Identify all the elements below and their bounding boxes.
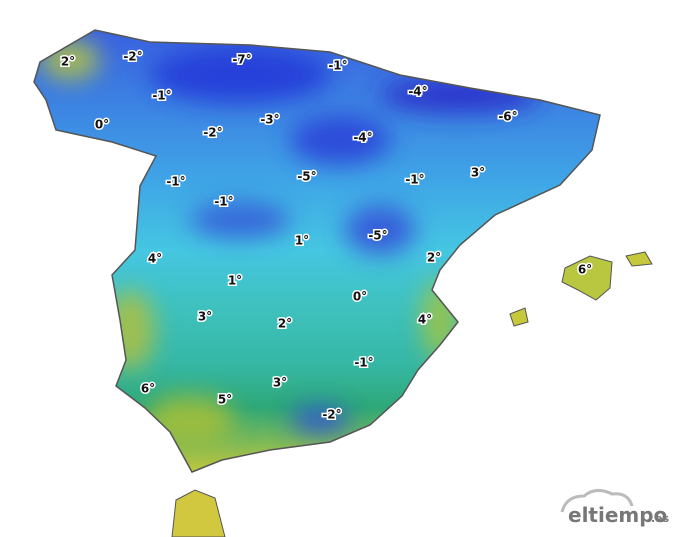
temperature-label: 3° [273,376,287,390]
temperature-label: -2° [322,408,341,422]
temperature-label: -1° [166,175,185,189]
temperature-label: 3° [471,166,485,180]
temperature-label: 0° [353,290,367,304]
temperature-label: -6° [498,110,517,124]
temperature-label: 0° [95,118,109,132]
temperature-label: 2° [278,317,292,331]
temperature-label: -1° [354,356,373,370]
temperature-label: 5° [218,393,232,407]
temperature-label: 2° [61,55,75,69]
logo: eltiempo .es [560,489,670,527]
temperature-label: 1° [228,274,242,288]
temperature-label: -2° [123,50,142,64]
temperature-label: -1° [152,89,171,103]
temperature-label: -4° [408,85,427,99]
temperature-label: -3° [260,113,279,127]
temperature-label: -2° [203,126,222,140]
temperature-label: -7° [232,53,251,67]
temperature-label: 1° [295,234,309,248]
temperature-labels: 2° -2° -7° -1° -1° 0° -2° -3° -4° -6° -4° -1° -5° -1°… [59,48,593,423]
temperature-label: -1° [214,195,233,209]
temperature-label: 2° [427,251,441,265]
temperature-label: -1° [405,173,424,187]
temperature-label: 3° [198,310,212,324]
logo-name: eltiempo [568,503,667,527]
temperature-label: -1° [328,59,347,73]
temperature-label: 4° [418,313,432,327]
temperature-label: 4° [148,252,162,266]
temperature-label: -4° [353,131,372,145]
land [33,29,653,537]
temperature-label: -5° [368,229,387,243]
temperature-label: 6° [578,263,592,277]
temperature-label: 6° [141,382,155,396]
temperature-label: -5° [297,170,316,184]
logo-domain: .es [651,512,670,525]
